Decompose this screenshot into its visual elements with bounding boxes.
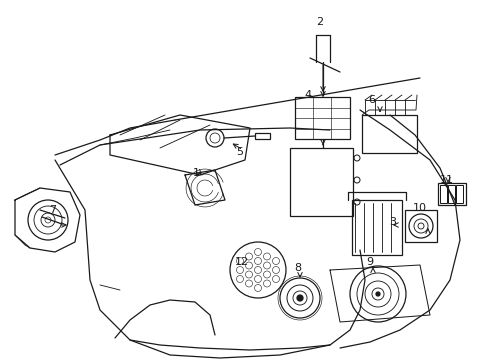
Text: 3: 3 <box>389 217 396 227</box>
Bar <box>447 185 454 203</box>
Bar <box>294 97 349 139</box>
Text: 7: 7 <box>49 205 57 215</box>
Text: 5: 5 <box>236 147 243 157</box>
Bar <box>455 185 462 203</box>
Text: 8: 8 <box>294 263 301 273</box>
Bar <box>437 183 465 205</box>
Bar <box>254 133 269 139</box>
Bar <box>361 115 416 153</box>
Text: 4: 4 <box>304 90 311 100</box>
Circle shape <box>296 295 303 301</box>
Text: 12: 12 <box>234 257 248 267</box>
Text: 1: 1 <box>192 168 199 178</box>
Text: 10: 10 <box>412 203 426 213</box>
Circle shape <box>375 292 379 296</box>
Bar <box>404 210 436 242</box>
Bar <box>289 148 352 216</box>
Text: 9: 9 <box>366 257 373 267</box>
Text: 11: 11 <box>439 175 453 185</box>
Text: 6: 6 <box>368 95 375 105</box>
Bar <box>351 200 401 255</box>
Bar <box>439 185 446 203</box>
Text: 2: 2 <box>316 17 323 27</box>
